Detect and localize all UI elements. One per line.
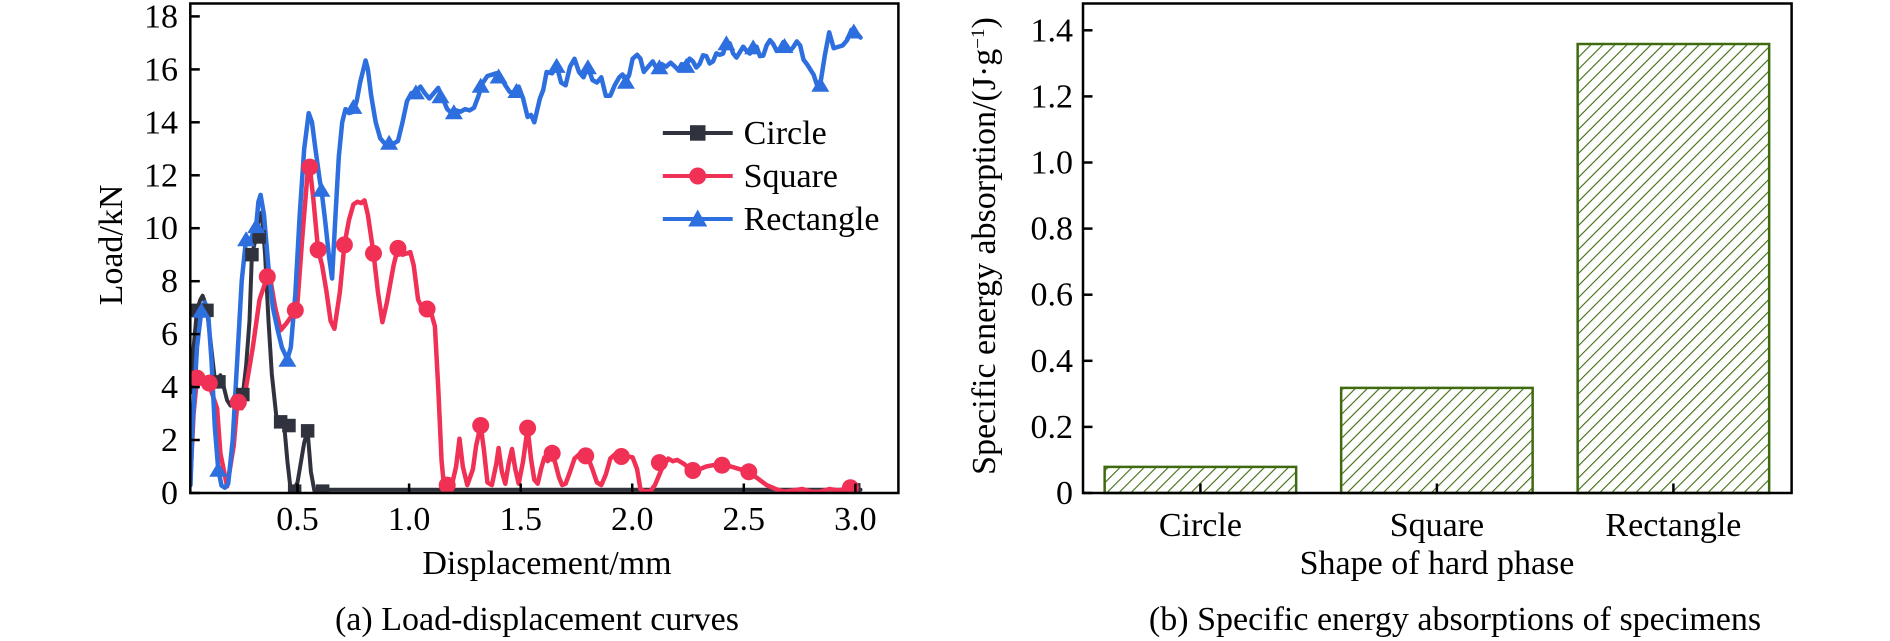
svg-text:Circle: Circle xyxy=(744,115,827,152)
svg-text:3.0: 3.0 xyxy=(834,501,877,538)
svg-text:12: 12 xyxy=(144,157,178,194)
svg-text:0: 0 xyxy=(1056,475,1073,512)
svg-text:Rectangle: Rectangle xyxy=(1605,507,1741,544)
svg-text:1.5: 1.5 xyxy=(499,501,542,538)
svg-text:0.2: 0.2 xyxy=(1031,409,1074,446)
svg-text:0: 0 xyxy=(161,475,178,512)
svg-text:1.0: 1.0 xyxy=(1031,145,1074,182)
svg-text:Square: Square xyxy=(1390,507,1484,544)
svg-text:Rectangle: Rectangle xyxy=(744,201,880,238)
svg-text:0.8: 0.8 xyxy=(1031,211,1074,248)
svg-text:Square: Square xyxy=(744,158,838,195)
svg-text:1.2: 1.2 xyxy=(1031,78,1074,115)
svg-text:2.5: 2.5 xyxy=(723,501,766,538)
svg-text:(a) Load-displacement curves: (a) Load-displacement curves xyxy=(335,601,739,638)
svg-text:0.6: 0.6 xyxy=(1031,277,1074,314)
svg-text:6: 6 xyxy=(161,316,178,353)
svg-text:2.0: 2.0 xyxy=(611,501,654,538)
svg-text:(b) Specific energy absorption: (b) Specific energy absorptions of speci… xyxy=(1149,601,1761,638)
svg-text:Load/kN: Load/kN xyxy=(93,185,130,306)
svg-text:4: 4 xyxy=(161,369,178,406)
svg-text:16: 16 xyxy=(144,51,178,88)
svg-text:Circle: Circle xyxy=(1159,507,1242,544)
svg-text:Shape of hard phase: Shape of hard phase xyxy=(1300,545,1575,582)
svg-text:Specific energy absorption/(J·: Specific energy absorption/(J·g−1) xyxy=(966,17,1003,475)
svg-text:18: 18 xyxy=(144,0,178,35)
svg-text:0.5: 0.5 xyxy=(276,501,319,538)
svg-text:1.0: 1.0 xyxy=(388,501,431,538)
svg-text:0.4: 0.4 xyxy=(1031,343,1074,380)
svg-text:1.4: 1.4 xyxy=(1031,12,1074,49)
svg-text:14: 14 xyxy=(144,104,178,141)
svg-text:8: 8 xyxy=(161,263,178,300)
svg-text:10: 10 xyxy=(144,210,178,247)
svg-text:2: 2 xyxy=(161,422,178,459)
svg-text:Displacement/mm: Displacement/mm xyxy=(422,545,671,582)
